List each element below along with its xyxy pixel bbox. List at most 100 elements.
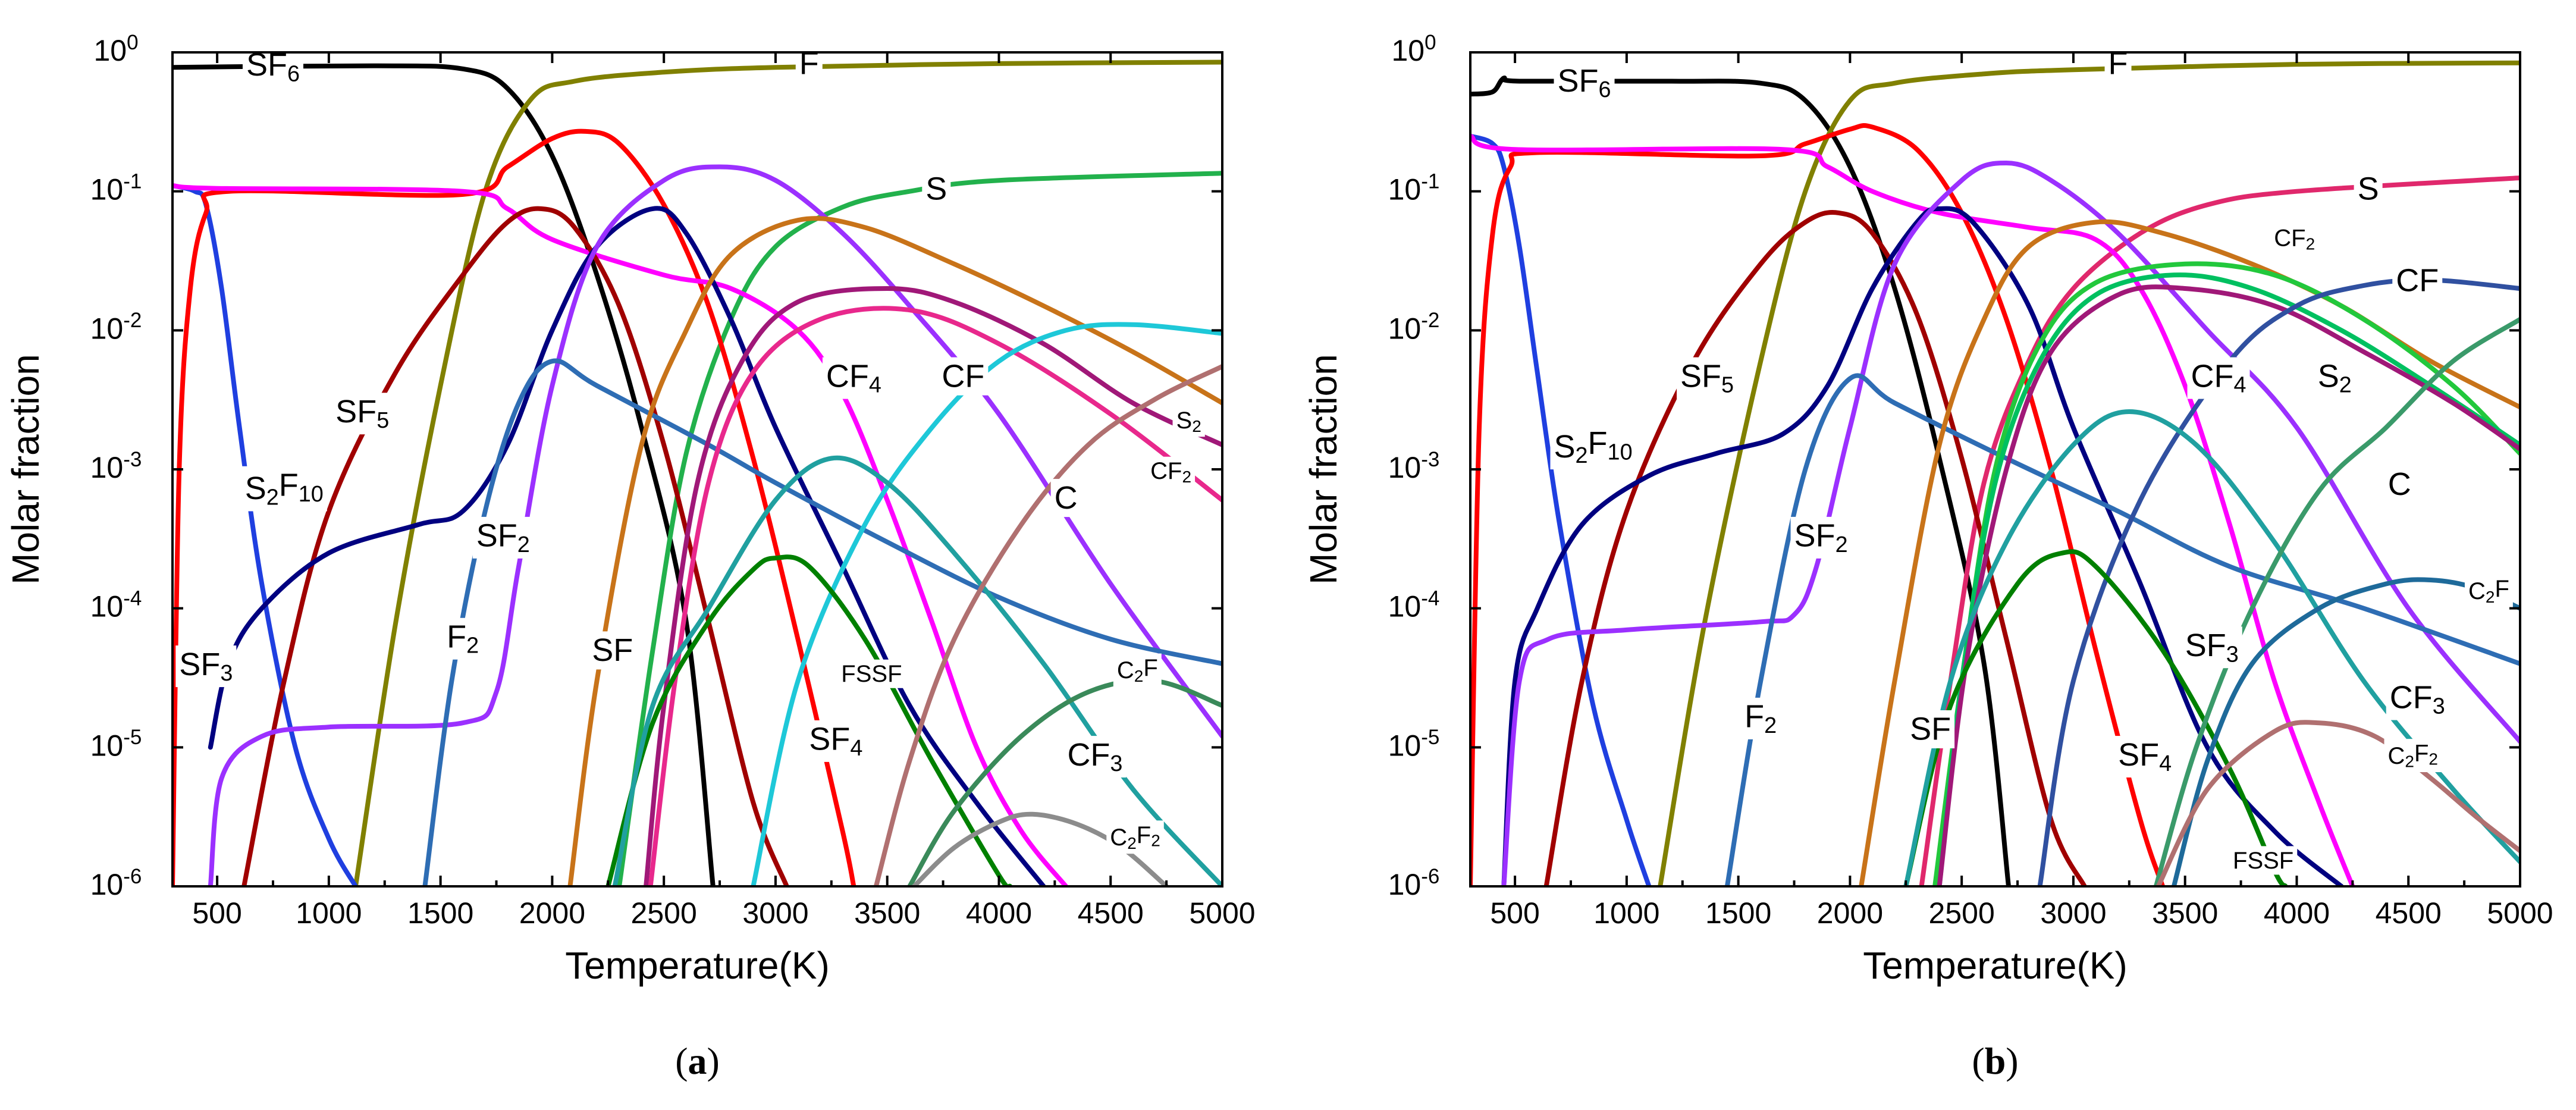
label-bg — [1741, 697, 1781, 739]
series-line-cf — [751, 322, 1222, 886]
series-line-cf3 — [1903, 409, 2520, 886]
label-f: F — [799, 46, 819, 81]
label-cf2: CF2 — [1150, 458, 1191, 487]
y-tick-label: 100 — [1391, 31, 1436, 67]
series-group — [1470, 60, 2520, 886]
x-tick-label: 1000 — [1593, 896, 1659, 930]
x-tick-label: 4500 — [1078, 896, 1144, 930]
label-bg — [588, 631, 637, 670]
label-cf: CF — [2396, 263, 2439, 299]
series-line-sf5 — [1543, 210, 2087, 886]
label-bg — [2464, 574, 2513, 608]
y-tick-label: 10-1 — [1388, 170, 1440, 206]
series-line-f2 — [422, 358, 1222, 886]
series-line-sf2-magenta — [172, 183, 1069, 886]
label-bg — [2104, 44, 2132, 83]
label-s2: S2 — [2318, 359, 2352, 398]
x-tick-label: 2500 — [1929, 896, 1995, 930]
label-bg — [795, 44, 823, 83]
label-s2f10: S2F10 — [245, 468, 324, 510]
label-bg — [1147, 456, 1196, 488]
label-cf: CF — [942, 359, 984, 394]
x-tick-label: 2500 — [631, 896, 697, 930]
label-cf3: CF3 — [1067, 737, 1122, 776]
y-tick-label: 10-6 — [90, 865, 142, 901]
label-bg — [443, 617, 483, 660]
panel-b: SF6 F S CF2 CF CF4 S2 SF5 S2F10 SF2 C C2F SF3 CF3 F2 SF… — [1302, 31, 2553, 1082]
series-line-s — [617, 171, 1222, 886]
y-tick-label: 100 — [93, 31, 138, 67]
x-tick-label: 1000 — [296, 896, 362, 930]
series-line-c — [2153, 316, 2520, 886]
series-line-c2f2 — [2155, 720, 2520, 886]
label-bg — [938, 357, 989, 396]
label-sf4: SF4 — [2118, 737, 2172, 776]
label-sf3: SF3 — [179, 647, 233, 686]
label-bg — [1550, 424, 1636, 470]
label-c: C — [2388, 466, 2411, 502]
label-f2: F2 — [1744, 699, 1777, 738]
label-bg — [822, 357, 885, 399]
label-f2: F2 — [447, 619, 479, 659]
label-s: S — [925, 171, 947, 207]
label-sf2: SF2 — [476, 518, 530, 557]
label-bg — [2314, 357, 2355, 399]
label-sf: SF — [592, 632, 633, 668]
label-bg — [2354, 170, 2383, 208]
series-line-magenta — [1470, 133, 2355, 886]
y-axis-label: Molar fraction — [1302, 354, 1345, 585]
label-cf3: CF3 — [2390, 680, 2445, 719]
label-bg — [2229, 846, 2298, 875]
x-axis-label: Temperature(K) — [1863, 944, 2128, 987]
label-s: S — [2358, 171, 2379, 207]
label-bg — [1677, 357, 1738, 399]
label-sf2: SF2 — [1794, 518, 1848, 557]
series-line-sf2 — [1501, 161, 2520, 886]
y-tick-label: 10-4 — [1388, 587, 1440, 623]
label-sf4: SF4 — [809, 722, 862, 761]
series-line-c — [873, 364, 1222, 886]
series-line-sf4 — [1470, 123, 2166, 886]
label-bg — [1906, 710, 1955, 748]
label-bg — [2181, 626, 2242, 669]
label-sf5: SF5 — [1680, 359, 1734, 398]
label-bg — [2392, 261, 2443, 300]
label-c2f2: C2F2 — [2388, 740, 2438, 771]
label-cf2: CF2 — [2274, 225, 2315, 253]
x-axis-label: Temperature(K) — [565, 944, 830, 987]
y-tick-label: 10-3 — [90, 448, 142, 484]
label-bg — [1790, 516, 1852, 559]
label-fssf: FSSF — [841, 661, 902, 687]
label-bg — [2384, 739, 2442, 773]
x-tick-label: 5000 — [2487, 896, 2553, 930]
label-bg — [1113, 653, 1162, 687]
series-line-f — [1658, 60, 2520, 886]
y-tick-label: 10-2 — [90, 309, 142, 345]
series-line-sf5 — [241, 206, 789, 886]
label-c2f: C2F — [2468, 575, 2509, 606]
label-bg — [1063, 736, 1127, 778]
panel-label: (a) — [675, 1040, 720, 1082]
label-sf6: SF6 — [1557, 63, 1611, 102]
label-bg — [332, 393, 393, 435]
y-tick-label: 10-6 — [1388, 865, 1440, 901]
label-c: C — [1055, 480, 1078, 516]
x-tick-label: 500 — [1490, 896, 1539, 930]
x-tick-label: 2000 — [519, 896, 585, 930]
x-tick-label: 4000 — [2264, 896, 2330, 930]
label-c2f2: C2F2 — [1110, 821, 1160, 852]
label-sf5: SF5 — [335, 394, 389, 433]
x-tick-label: 3000 — [2040, 896, 2106, 930]
label-s2f10: S2F10 — [1554, 425, 1632, 468]
y-tick-label: 10-5 — [1388, 726, 1440, 762]
label-bg — [2114, 736, 2176, 778]
x-tick-label: 500 — [192, 896, 241, 930]
label-bg — [2270, 224, 2319, 255]
series-line-c2f — [907, 678, 1222, 886]
y-tick-label: 10-4 — [90, 587, 142, 623]
x-tick-label: 3500 — [854, 896, 920, 930]
series-line-sf2 — [208, 164, 1222, 886]
label-cf4: CF4 — [2191, 359, 2246, 398]
